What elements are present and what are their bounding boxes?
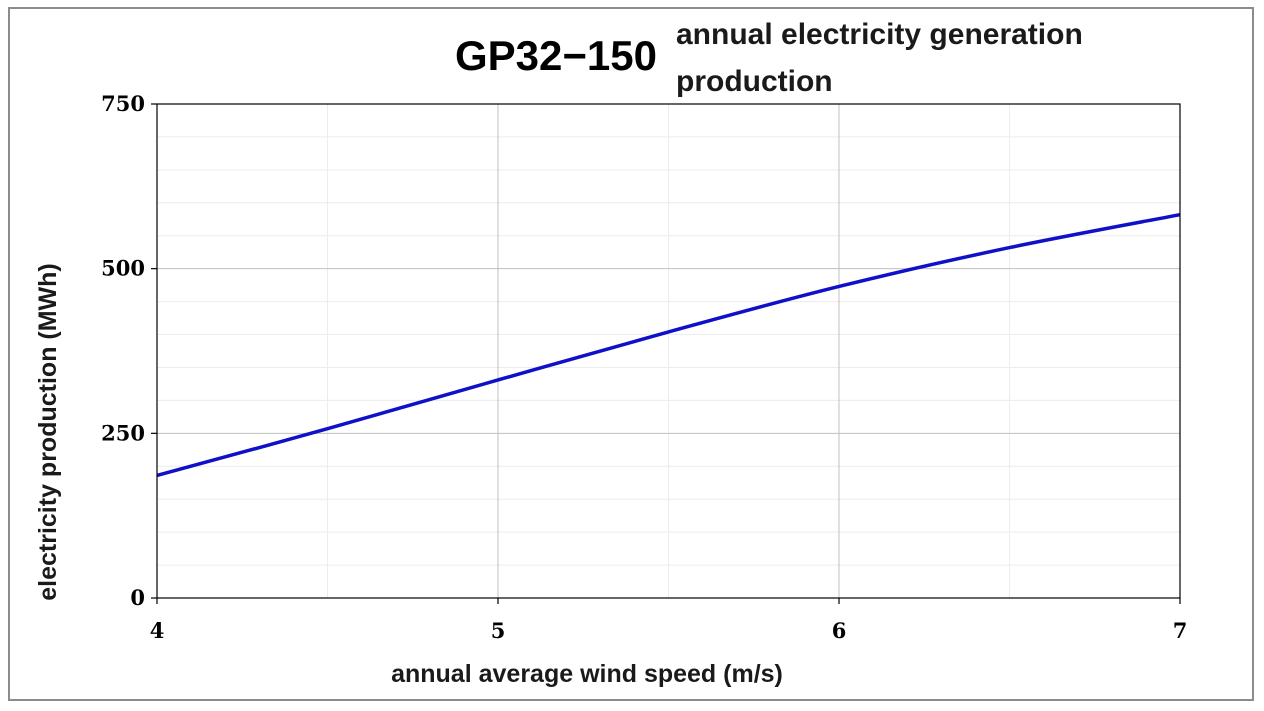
major-gridlines: [157, 104, 1180, 598]
y-tick-labels: 0 250 500 750: [101, 91, 145, 610]
y-tick-label: 750: [101, 91, 145, 116]
x-tick-label: 7: [1173, 618, 1188, 643]
x-axis-label: annual average wind speed (m/s): [391, 660, 783, 688]
series-layer: [156, 212, 1181, 478]
y-tick-label: 250: [101, 420, 145, 445]
chart-title-sub-line1: annual electricity generation: [676, 18, 1083, 51]
x-tick-label: 4: [150, 618, 165, 643]
x-tick-label: 5: [491, 618, 506, 643]
y-axis-label: electricity production (MWh): [34, 263, 62, 601]
x-tick-label: 6: [832, 618, 847, 643]
tick-marks: [151, 103, 1181, 604]
chart-frame: [8, 7, 1254, 701]
plot-area-border: [156, 103, 1181, 599]
chart-title-sub-line2: production: [676, 65, 833, 98]
series-line: [156, 212, 1181, 478]
chart-title-main: GP32−150: [455, 32, 657, 79]
y-tick-label: 0: [130, 585, 145, 610]
y-tick-label: 500: [101, 256, 145, 281]
x-tick-labels: 4 5 6 7: [150, 618, 1188, 643]
minor-gridlines: [157, 104, 1180, 598]
